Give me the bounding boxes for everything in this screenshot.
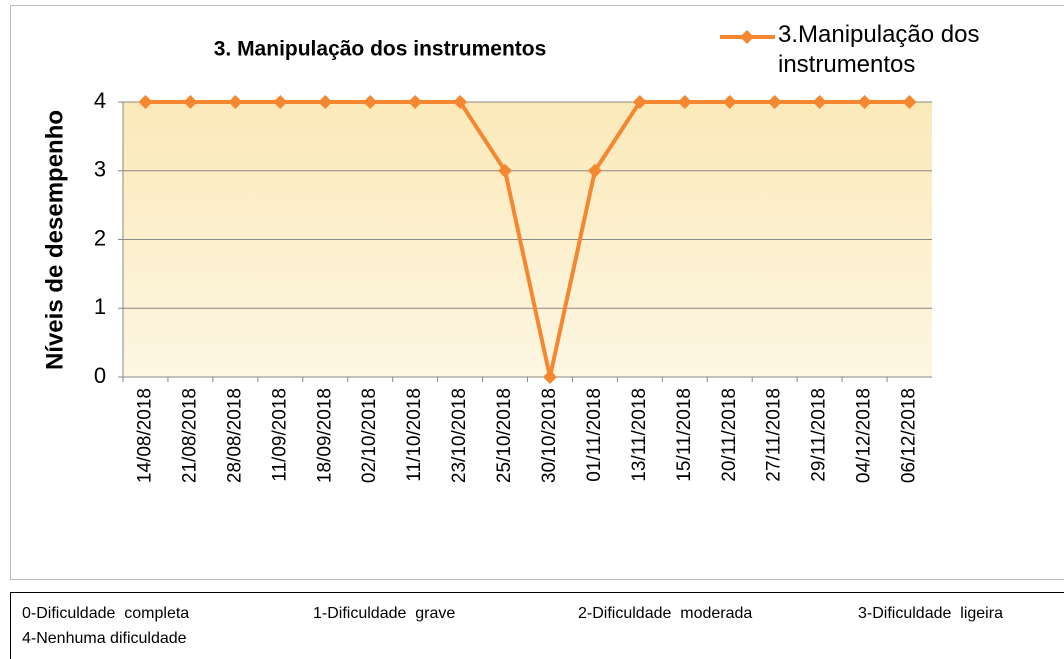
x-tick-label: 29/11/2018: [809, 388, 830, 482]
note-item: 1-Dificuldade grave: [313, 605, 455, 622]
x-tick-label: 02/10/2018: [359, 388, 380, 483]
y-axis-label: Níveis de desempenho: [41, 110, 68, 370]
note-item: 3-Dificuldade ligeira: [858, 605, 1003, 622]
x-tick-label: 11/09/2018: [269, 388, 290, 482]
y-tick-label: 1: [94, 294, 106, 319]
x-tick-label: 21/08/2018: [179, 388, 200, 483]
point: [632, 95, 647, 109]
legend-marker: [740, 30, 754, 44]
point: [902, 95, 917, 109]
x-tick-label: 15/11/2018: [674, 388, 695, 482]
point: [722, 95, 737, 109]
point: [363, 95, 378, 109]
x-tick-label: 25/10/2018: [494, 388, 515, 483]
point: [408, 95, 423, 109]
x-tick-label: 11/10/2018: [404, 388, 425, 482]
point: [453, 95, 468, 109]
y-tick-label: 3: [94, 157, 106, 182]
x-tick-label: 06/12/2018: [899, 388, 920, 483]
note-item: 4-Nenhuma dificuldade: [22, 630, 187, 647]
y-tick-label: 2: [94, 225, 106, 250]
x-tick-label: 20/11/2018: [719, 388, 740, 482]
point: [812, 95, 827, 109]
point: [138, 95, 153, 109]
x-tick-label: 13/11/2018: [629, 388, 650, 482]
legend-entry-box: 3.Manipulação dos instrumentos: [778, 21, 980, 78]
note-item: 2-Dificuldade moderada: [578, 605, 752, 622]
point: [677, 95, 692, 109]
point: [542, 370, 557, 384]
x-tick-label: 30/10/2018: [539, 388, 560, 483]
note-item: 0-Dificuldade completa: [22, 605, 189, 622]
point: [318, 95, 333, 109]
chart-title: 3. Manipulação dos instrumentos: [214, 38, 547, 61]
x-tick-label: 23/10/2018: [449, 388, 470, 483]
x-tick-label: 28/08/2018: [224, 388, 245, 483]
point: [857, 95, 872, 109]
series-line: [145, 100, 910, 379]
y-tick-label: 0: [94, 363, 106, 388]
point: [587, 163, 602, 178]
x-tick-label: 27/11/2018: [764, 388, 785, 482]
point: [273, 95, 288, 109]
x-tick-label: 04/12/2018: [854, 388, 875, 483]
x-tick-label: 01/11/2018: [584, 388, 605, 482]
x-tick-label: 14/08/2018: [134, 388, 155, 483]
point: [228, 95, 243, 109]
legend-entry: 3.Manipulação dos instrumentos: [778, 21, 980, 78]
x-tick-label: 18/09/2018: [314, 388, 335, 483]
point: [183, 95, 198, 109]
point: [767, 95, 782, 109]
y-tick-label: 4: [94, 88, 106, 113]
point: [498, 163, 513, 178]
note-box: [10, 592, 1064, 659]
